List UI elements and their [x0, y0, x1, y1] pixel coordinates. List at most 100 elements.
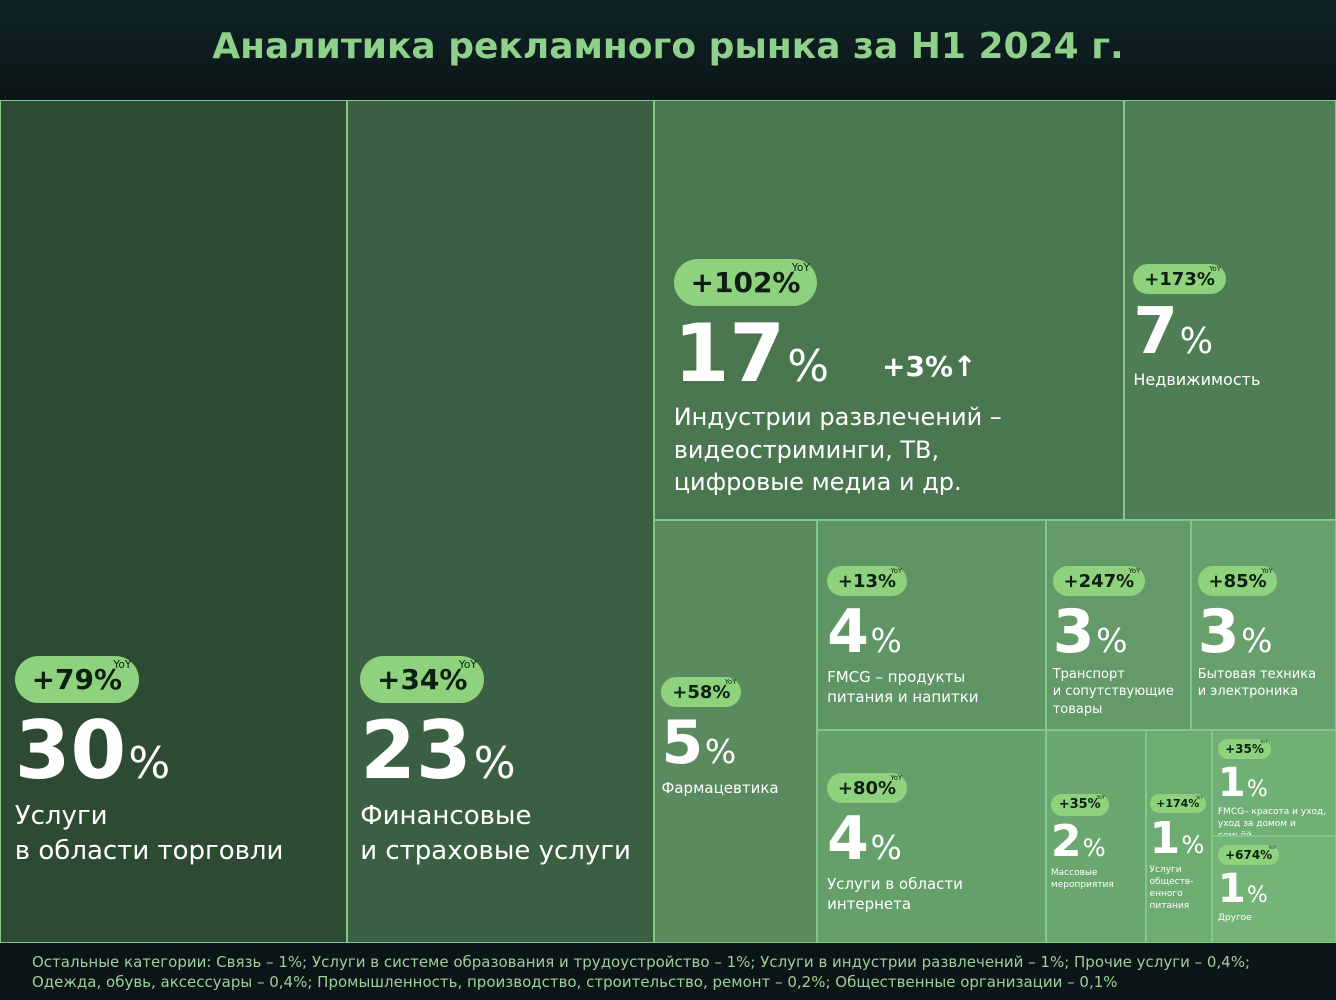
- yoy-badge: +35% YoY: [1217, 739, 1272, 759]
- footnote-line: Остальные категории: Связь – 1%; Услуги …: [32, 953, 1251, 971]
- yoy-tag: YoY: [890, 567, 903, 576]
- tile-content: +34% YoY 23% Финансовые и страховые услуги: [348, 656, 653, 869]
- yoy-badge-wrap: +247% YoY: [1052, 566, 1185, 596]
- yoy-badge-wrap: +173% YoY: [1133, 264, 1326, 294]
- yoy-tag: YoY: [1268, 845, 1277, 851]
- yoy-badge: +674% YoY: [1217, 845, 1280, 865]
- tile: +58% YoY 5% Фармацевтика: [654, 520, 817, 943]
- category-label: Бытовая техника и электроника: [1197, 666, 1317, 700]
- category-label: Услуги обществ- енного питания: [1149, 864, 1194, 911]
- yoy-badge: +80% YoY: [827, 773, 907, 803]
- yoy-label: +58%: [672, 681, 731, 703]
- yoy-label: +35%: [1058, 797, 1101, 813]
- yoy-badge-wrap: +674% YoY: [1217, 845, 1330, 865]
- yoy-badge-wrap: +13% YoY: [827, 566, 1036, 596]
- tile-content: +173% YoY 7% Недвижимость: [1125, 264, 1335, 391]
- tile-content: +80% YoY 4% Услуги в области интернета: [818, 773, 1045, 914]
- yoy-tag: YoY: [791, 261, 810, 275]
- footnote: Остальные категории: Связь – 1%; Услуги …: [32, 952, 1250, 993]
- tile-content: +247% YoY 3% Транспорт и сопутствующие това…: [1047, 566, 1190, 719]
- tile: +102% YoY 17% Индустрии развлечений – видео…: [654, 100, 1124, 520]
- category-label: Другое: [1217, 912, 1252, 923]
- tile-content: +174% YoY 1% Услуги обществ- енного питания: [1147, 794, 1211, 912]
- tile: +35% YoY 1% FMCG– красота и уход, уход за д…: [1212, 730, 1336, 836]
- tile-content: +79% YoY 30% Услуги в области торговли: [1, 656, 346, 869]
- value-label: 23%: [360, 704, 516, 797]
- yoy-tag: YoY: [1096, 794, 1106, 801]
- yoy-badge: +34% YoY: [360, 656, 485, 703]
- yoy-label: +79%: [31, 663, 123, 696]
- yoy-badge: +79% YoY: [14, 656, 139, 703]
- yoy-tag: YoY: [1195, 794, 1204, 800]
- yoy-badge-wrap: +35% YoY: [1050, 794, 1141, 816]
- yoy-tag: YoY: [1209, 265, 1221, 274]
- yoy-label: +13%: [837, 570, 897, 592]
- tile: +35% YoY 2% Массовые мероприятия: [1046, 730, 1146, 943]
- yoy-tag: YoY: [1128, 567, 1141, 576]
- value-label: 3%: [1197, 597, 1273, 667]
- yoy-badge: +13% YoY: [827, 566, 907, 596]
- yoy-label: +85%: [1208, 570, 1267, 592]
- tile-content: +35% YoY 1% FMCG– красота и уход, уход за д…: [1213, 739, 1335, 836]
- tile: +174% YoY 1% Услуги обществ- енного питания: [1146, 730, 1212, 943]
- value-label: 2%: [1050, 815, 1106, 867]
- yoy-tag: YoY: [458, 658, 477, 672]
- category-label: FMCG – продукты питания и напитки: [827, 667, 979, 706]
- yoy-badge-wrap: +80% YoY: [827, 773, 1036, 803]
- yoy-tag: YoY: [1260, 739, 1268, 745]
- tile-content: +674% YoY 1% Другое: [1213, 845, 1335, 924]
- tile: +34% YoY 23% Финансовые и страховые услуги: [347, 100, 654, 943]
- category-label: Финансовые и страховые услуги: [360, 800, 631, 866]
- yoy-badge: +173% YoY: [1133, 264, 1226, 294]
- yoy-badge-wrap: +102% YoY: [673, 259, 1105, 306]
- tile-content: +58% YoY 5% Фармацевтика: [655, 677, 816, 798]
- value-label: 5%: [661, 708, 737, 778]
- yoy-tag: YoY: [113, 658, 132, 672]
- yoy-badge: +35% YoY: [1050, 794, 1109, 816]
- yoy-label: +102%: [690, 266, 801, 299]
- yoy-tag: YoY: [890, 774, 903, 783]
- yoy-tag: YoY: [1261, 567, 1273, 576]
- tile: +674% YoY 1% Другое: [1212, 836, 1336, 943]
- yoy-label: +34%: [376, 663, 468, 696]
- yoy-badge: +58% YoY: [661, 677, 742, 707]
- yoy-badge: +85% YoY: [1197, 566, 1278, 596]
- yoy-badge-wrap: +79% YoY: [14, 656, 332, 703]
- tile-content: +102% YoY 17% Индустрии развлечений – видео…: [655, 259, 1123, 498]
- tile: +85% YoY 3% Бытовая техника и электроника: [1191, 520, 1336, 730]
- category-label: Транспорт и сопутствующие товары: [1052, 666, 1174, 717]
- tile-content: +85% YoY 3% Бытовая техника и электроника: [1192, 566, 1335, 701]
- value-label: 30%: [14, 704, 171, 797]
- value-label: 1%: [1149, 812, 1205, 864]
- category-label: Массовые мероприятия: [1050, 867, 1114, 890]
- yoy-badge-wrap: +85% YoY: [1197, 566, 1330, 596]
- yoy-label: +247%: [1063, 570, 1135, 592]
- yoy-label: +674%: [1225, 848, 1273, 862]
- value-label: 17%: [673, 307, 830, 400]
- tile-content: +13% YoY 4% FMCG – продукты питания и напит…: [818, 566, 1045, 707]
- category-label: Индустрии развлечений – видеостриминги, …: [673, 403, 1002, 496]
- yoy-label: +35%: [1225, 742, 1264, 756]
- value-label: 3%: [1052, 597, 1128, 667]
- yoy-badge-wrap: +58% YoY: [661, 677, 809, 707]
- yoy-badge-wrap: +174% YoY: [1149, 794, 1209, 813]
- category-label: Фармацевтика: [661, 778, 779, 797]
- value-label: 1%: [1217, 866, 1268, 912]
- title: Аналитика рекламного рынка за H1 2024 г.: [212, 26, 1124, 67]
- yoy-badge-wrap: +34% YoY: [360, 656, 641, 703]
- yoy-badge: +102% YoY: [673, 259, 818, 306]
- tile: +173% YoY 7% Недвижимость: [1124, 100, 1336, 520]
- footnote-line: Одежда, обувь, аксессуары – 0,4%; Промыш…: [32, 973, 1118, 992]
- category-label: FMCG– красота и уход, уход за домом и се…: [1217, 806, 1327, 836]
- category-label: Услуги в области интернета: [827, 874, 963, 913]
- value-label: 4%: [827, 597, 902, 667]
- category-label: Недвижимость: [1133, 370, 1261, 390]
- value-label: 7%: [1133, 295, 1214, 370]
- tile: +13% YoY 4% FMCG – продукты питания и напит…: [817, 520, 1046, 730]
- annotation: +3%↑: [882, 350, 977, 383]
- yoy-label: +174%: [1156, 796, 1200, 810]
- tile: +247% YoY 3% Транспорт и сопутствующие това…: [1046, 520, 1191, 730]
- value-label: 4%: [827, 804, 902, 874]
- yoy-badge: +247% YoY: [1052, 566, 1146, 596]
